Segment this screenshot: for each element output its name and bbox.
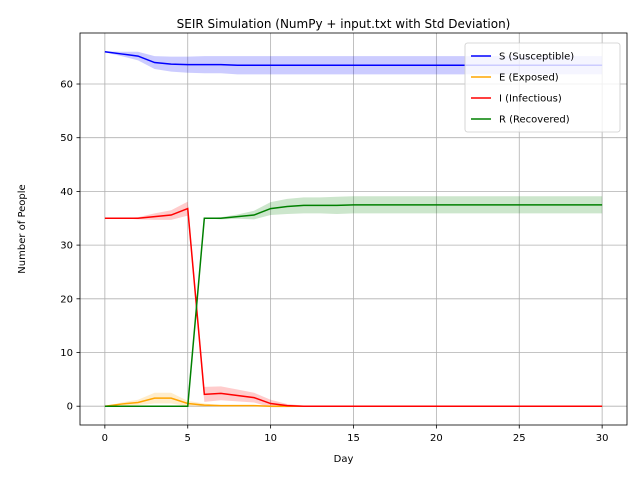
x-axis-title: Day [334,454,354,465]
x-tick-label: 25 [513,433,526,444]
y-tick-label: 20 [60,294,73,305]
legend: S (Susceptible) E (Exposed) I (Infectious)… [464,42,621,133]
legend-label: S (Susceptible) [499,52,574,63]
axis-ticks: 0 5 10 15 20 25 30 0 10 20 30 40 50 60 [60,80,608,444]
y-tick-label: 10 [60,348,73,359]
y-tick-label: 40 [60,187,73,198]
legend-label: I (Infectious) [499,94,562,105]
x-tick-label: 20 [430,433,443,444]
legend-label: E (Exposed) [499,73,559,84]
x-tick-label: 0 [102,433,108,444]
y-tick-label: 30 [60,241,73,252]
chart-title: SEIR Simulation (NumPy + input.txt with … [177,17,511,31]
x-tick-label: 5 [185,433,191,444]
legend-box [464,42,621,133]
std-band-1 [104,392,603,407]
y-axis-title: Number of People [17,184,28,273]
y-tick-label: 50 [60,133,73,144]
series-line-3 [104,204,603,407]
series-line-2 [104,207,603,407]
x-tick-label: 10 [264,433,277,444]
y-tick-label: 60 [60,80,73,91]
x-tick-label: 30 [596,433,609,444]
x-tick-label: 15 [347,433,360,444]
y-tick-label: 0 [67,402,73,413]
legend-label: R (Recovered) [499,115,570,126]
